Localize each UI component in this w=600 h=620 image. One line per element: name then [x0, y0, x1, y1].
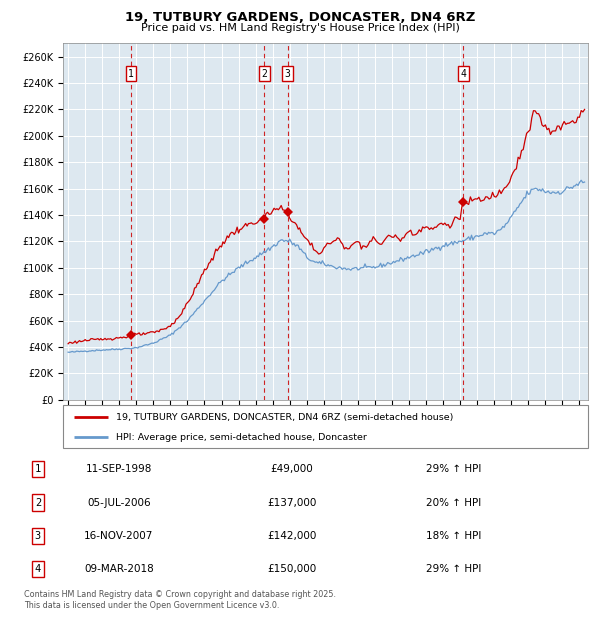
Text: 19, TUTBURY GARDENS, DONCASTER, DN4 6RZ: 19, TUTBURY GARDENS, DONCASTER, DN4 6RZ: [125, 11, 475, 24]
Text: 18% ↑ HPI: 18% ↑ HPI: [426, 531, 481, 541]
Text: £137,000: £137,000: [267, 498, 317, 508]
Text: Price paid vs. HM Land Registry's House Price Index (HPI): Price paid vs. HM Land Registry's House …: [140, 23, 460, 33]
Text: 05-JUL-2006: 05-JUL-2006: [87, 498, 151, 508]
Text: 11-SEP-1998: 11-SEP-1998: [86, 464, 152, 474]
Text: 4: 4: [35, 564, 41, 574]
Text: HPI: Average price, semi-detached house, Doncaster: HPI: Average price, semi-detached house,…: [115, 433, 367, 441]
Text: 19, TUTBURY GARDENS, DONCASTER, DN4 6RZ (semi-detached house): 19, TUTBURY GARDENS, DONCASTER, DN4 6RZ …: [115, 413, 453, 422]
Text: 20% ↑ HPI: 20% ↑ HPI: [426, 498, 481, 508]
Text: £142,000: £142,000: [267, 531, 317, 541]
Text: Contains HM Land Registry data © Crown copyright and database right 2025.: Contains HM Land Registry data © Crown c…: [24, 590, 336, 600]
Text: 3: 3: [285, 69, 290, 79]
Text: This data is licensed under the Open Government Licence v3.0.: This data is licensed under the Open Gov…: [24, 601, 280, 611]
Text: 09-MAR-2018: 09-MAR-2018: [84, 564, 154, 574]
Text: 2: 2: [262, 69, 267, 79]
Text: 1: 1: [128, 69, 134, 79]
Text: 4: 4: [460, 69, 466, 79]
Text: 2: 2: [35, 498, 41, 508]
Text: 3: 3: [35, 531, 41, 541]
Text: £49,000: £49,000: [271, 464, 313, 474]
Text: 29% ↑ HPI: 29% ↑ HPI: [426, 464, 481, 474]
Text: 1: 1: [35, 464, 41, 474]
FancyBboxPatch shape: [63, 405, 588, 448]
Text: 29% ↑ HPI: 29% ↑ HPI: [426, 564, 481, 574]
Text: £150,000: £150,000: [267, 564, 316, 574]
Text: 16-NOV-2007: 16-NOV-2007: [84, 531, 154, 541]
